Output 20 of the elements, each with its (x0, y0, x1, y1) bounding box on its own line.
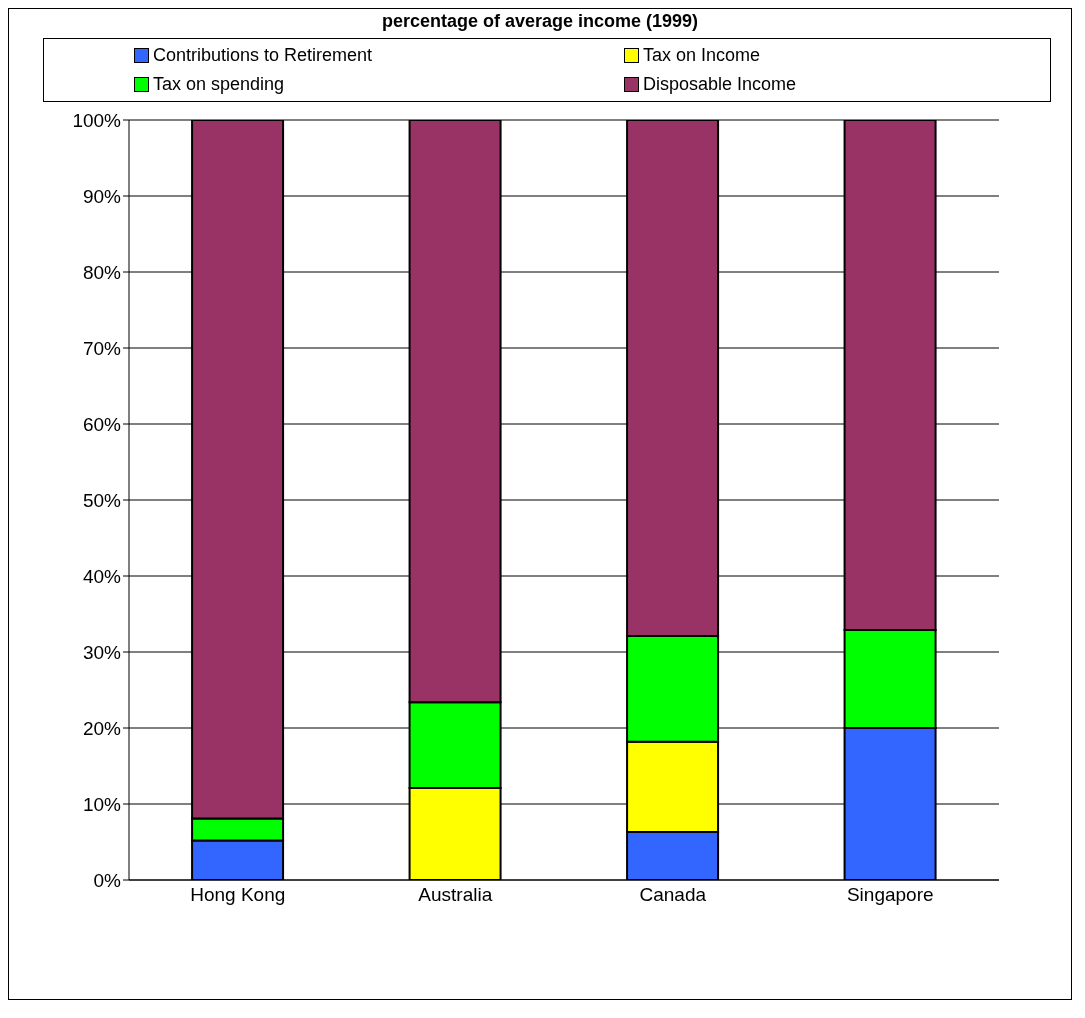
y-tick-label: 40% (82, 565, 122, 587)
legend-label: Contributions to Retirement (153, 45, 373, 66)
y-tick-label: 50% (82, 489, 122, 511)
y-tick-label: 100% (72, 109, 122, 131)
chart-title: percentage of average income (1999) (380, 11, 700, 32)
y-tick-label: 70% (82, 337, 122, 359)
y-tick-label: 80% (82, 261, 122, 283)
y-tick-label: 0% (93, 869, 122, 891)
legend-label: Disposable Income (643, 74, 797, 95)
legend-label: Tax on Income (643, 45, 761, 66)
y-tick-label: 60% (82, 413, 122, 435)
x-tick-label: Canada (639, 884, 707, 906)
y-tick-label: 90% (82, 185, 122, 207)
legend-label: Tax on spending (153, 74, 285, 95)
x-tick-label: Hong Kong (190, 884, 286, 906)
y-tick-label: 20% (82, 717, 122, 739)
y-tick-label: 10% (82, 793, 122, 815)
y-tick-label: 30% (82, 641, 122, 663)
x-tick-label: Singapore (846, 884, 934, 906)
x-tick-label: Australia (418, 884, 493, 906)
